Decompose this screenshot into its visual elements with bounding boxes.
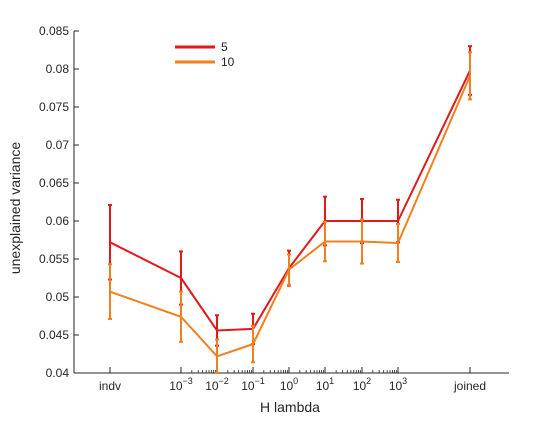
data-point (361, 241, 363, 243)
x-tick-label: indv (99, 379, 121, 393)
data-point (252, 343, 254, 345)
y-tick-label: 0.06 (46, 214, 70, 228)
y-tick-label: 0.055 (39, 252, 69, 266)
y-tick-label: 0.07 (46, 138, 70, 152)
data-point (397, 242, 399, 244)
y-tick-label: 0.05 (46, 290, 70, 304)
y-tick-label: 0.045 (39, 328, 69, 342)
x-tick-label: joined (453, 379, 486, 393)
x-tick-label: 103 (389, 376, 407, 393)
data-point (216, 355, 218, 357)
legend: 510 (175, 40, 235, 69)
series-line (110, 76, 470, 356)
data-point (109, 291, 111, 293)
data-point (324, 241, 326, 243)
x-axis-label: H lambda (260, 399, 320, 415)
x-tick-label: 102 (353, 376, 371, 393)
y-tick-label: 0.065 (39, 176, 69, 190)
legend-label: 5 (221, 40, 228, 54)
data-point (397, 220, 399, 222)
y-axis-label: unexplained variance (7, 142, 23, 275)
legend-label: 10 (221, 55, 235, 69)
data-point (109, 241, 111, 243)
y-tick-label: 0.04 (46, 366, 70, 380)
data-point (216, 329, 218, 331)
y-tick-label: 0.085 (39, 24, 69, 38)
series-10 (108, 52, 472, 373)
x-tick-label: 10−1 (241, 376, 265, 393)
x-tick-label: 100 (280, 376, 298, 393)
y-tick-label: 0.075 (39, 100, 69, 114)
data-point (469, 75, 471, 77)
data-point (180, 316, 182, 318)
x-tick-label: 10−2 (205, 376, 229, 393)
x-tick-label: 101 (316, 376, 334, 393)
series-layer (108, 46, 472, 373)
y-tick-label: 0.08 (46, 62, 70, 76)
data-point (180, 277, 182, 279)
x-tick-label: 10−3 (169, 376, 193, 393)
data-point (288, 269, 290, 271)
